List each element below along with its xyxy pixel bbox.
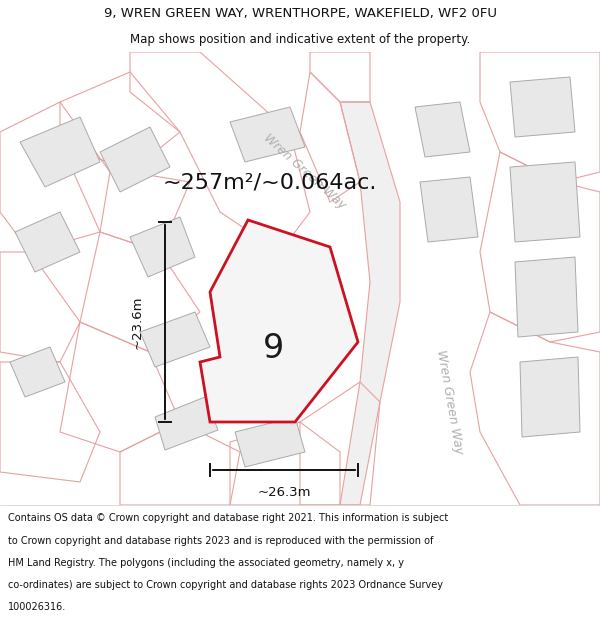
Text: co-ordinates) are subject to Crown copyright and database rights 2023 Ordnance S: co-ordinates) are subject to Crown copyr… <box>8 580 443 590</box>
Polygon shape <box>515 257 578 337</box>
Polygon shape <box>340 102 400 505</box>
Polygon shape <box>20 117 100 187</box>
Polygon shape <box>415 102 470 157</box>
Text: HM Land Registry. The polygons (including the associated geometry, namely x, y: HM Land Registry. The polygons (includin… <box>8 558 404 568</box>
Polygon shape <box>510 77 575 137</box>
Text: 100026316.: 100026316. <box>8 602 66 612</box>
Text: ~26.3m: ~26.3m <box>257 486 311 499</box>
Text: ~23.6m: ~23.6m <box>131 295 143 349</box>
Polygon shape <box>420 177 478 242</box>
Polygon shape <box>360 52 530 505</box>
Polygon shape <box>130 52 310 252</box>
Polygon shape <box>155 397 218 450</box>
Polygon shape <box>200 220 358 422</box>
Polygon shape <box>100 127 170 192</box>
Text: Contains OS data © Crown copyright and database right 2021. This information is : Contains OS data © Crown copyright and d… <box>8 513 448 523</box>
Polygon shape <box>130 217 195 277</box>
Polygon shape <box>230 107 305 162</box>
Text: to Crown copyright and database rights 2023 and is reproduced with the permissio: to Crown copyright and database rights 2… <box>8 536 433 546</box>
Polygon shape <box>10 347 65 397</box>
Polygon shape <box>235 417 305 467</box>
Text: 9, WREN GREEN WAY, WRENTHORPE, WAKEFIELD, WF2 0FU: 9, WREN GREEN WAY, WRENTHORPE, WAKEFIELD… <box>104 6 497 19</box>
Text: 9: 9 <box>263 331 284 364</box>
Text: Wren Green Way: Wren Green Way <box>262 132 349 212</box>
Polygon shape <box>15 212 80 272</box>
Text: Map shows position and indicative extent of the property.: Map shows position and indicative extent… <box>130 32 470 46</box>
Text: Wren Green Way: Wren Green Way <box>434 349 466 455</box>
Polygon shape <box>510 162 580 242</box>
Polygon shape <box>520 357 580 437</box>
Text: ~257m²/~0.064ac.: ~257m²/~0.064ac. <box>163 172 377 192</box>
Polygon shape <box>140 312 210 367</box>
